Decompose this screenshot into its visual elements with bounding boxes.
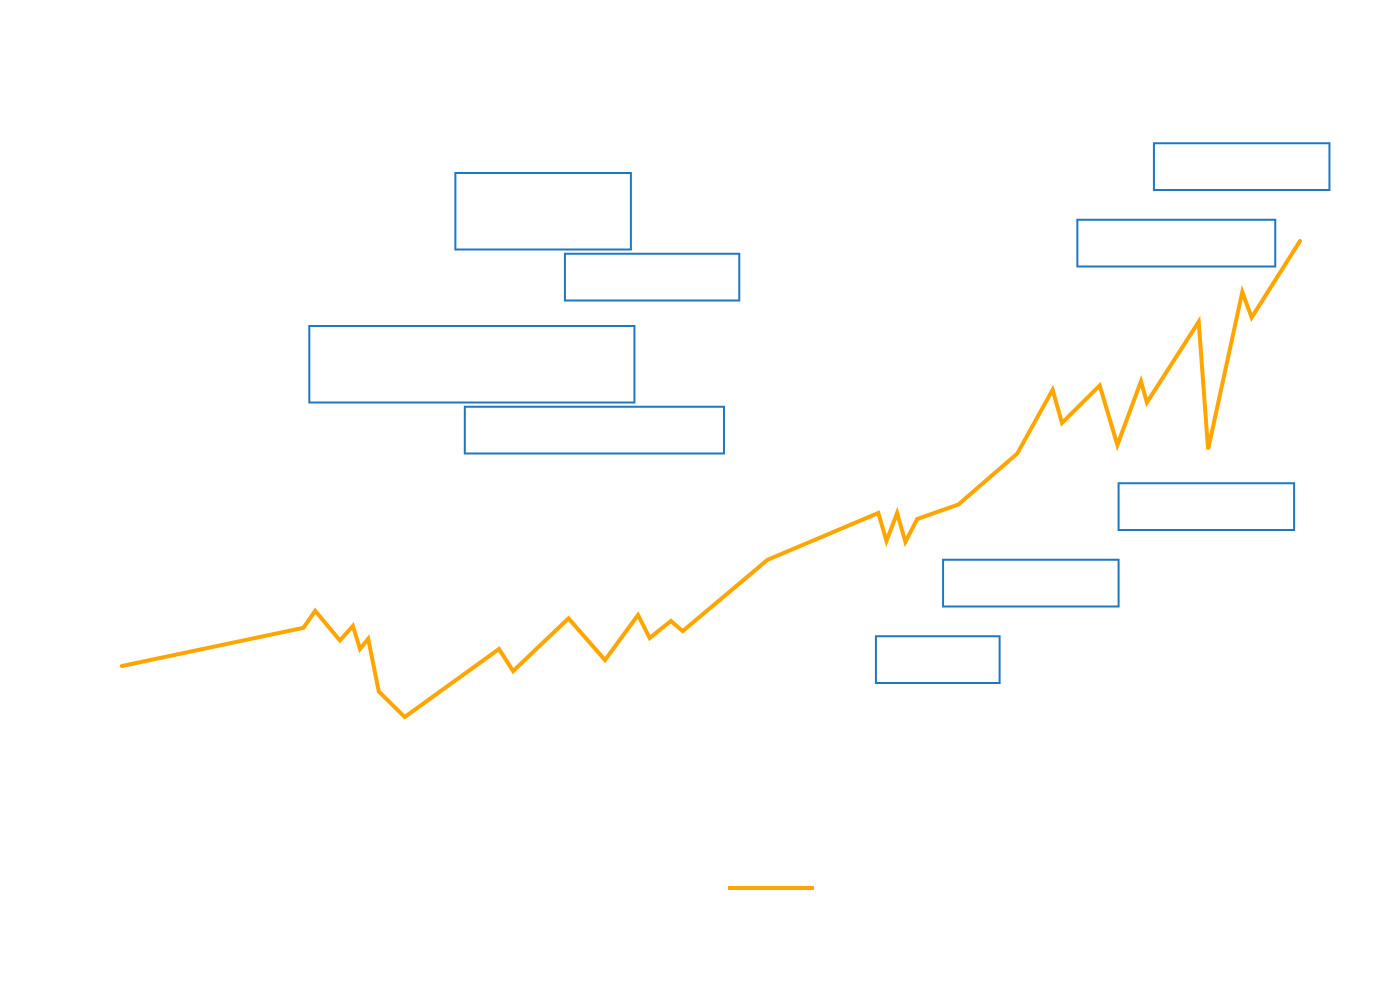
annotation-box-border <box>308 325 636 404</box>
annotation-box <box>454 172 632 251</box>
annotation-box <box>1076 218 1277 268</box>
annotation-box <box>874 635 1001 684</box>
annotation-box <box>463 405 725 455</box>
annotation-layer <box>308 142 1331 684</box>
annotation-box-border <box>874 635 1001 684</box>
annotation-box <box>1152 142 1331 191</box>
series-line <box>120 239 1302 720</box>
annotation-box <box>563 252 741 302</box>
annotation-box <box>1117 482 1296 531</box>
annotation-box-border <box>1117 482 1296 531</box>
series-layer <box>120 239 1302 720</box>
annotation-box <box>308 325 636 404</box>
annotation-box <box>942 558 1120 608</box>
annotation-box-border <box>942 558 1120 608</box>
annotation-box-border <box>1076 218 1277 268</box>
annotation-box-border <box>463 405 725 455</box>
annotation-box-border <box>454 172 632 251</box>
annotation-box-border <box>563 252 741 302</box>
annotation-box-border <box>1152 142 1331 191</box>
